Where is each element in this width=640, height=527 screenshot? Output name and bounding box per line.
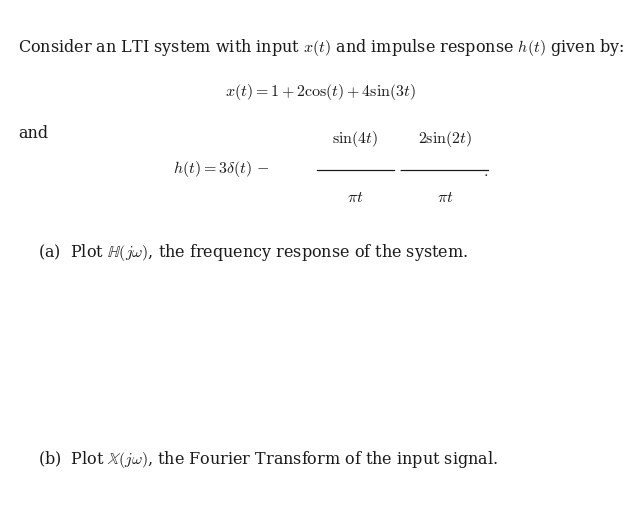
Text: $\pi t$: $\pi t$ xyxy=(436,189,453,206)
Text: $-$: $-$ xyxy=(398,160,411,177)
Text: $\pi t$: $\pi t$ xyxy=(347,189,364,206)
Text: Consider an LTI system with input $x(t)$ and impulse response $h(t)$ given by:: Consider an LTI system with input $x(t)$… xyxy=(18,37,625,58)
Text: (a)  Plot $\mathbb{H}(j\omega)$, the frequency response of the system.: (a) Plot $\mathbb{H}(j\omega)$, the freq… xyxy=(38,242,468,264)
Text: $x(t) = 1 + 2\mathrm{cos}(t) + 4\mathrm{sin}(3t)$: $x(t) = 1 + 2\mathrm{cos}(t) + 4\mathrm{… xyxy=(225,82,415,102)
Text: $h(t) = 3\delta(t)\,-$: $h(t) = 3\delta(t)\,-$ xyxy=(173,159,269,179)
Text: $2\mathrm{sin}(2t)$: $2\mathrm{sin}(2t)$ xyxy=(418,129,472,149)
Text: $\mathrm{sin}(4t)$: $\mathrm{sin}(4t)$ xyxy=(332,129,378,149)
Text: and: and xyxy=(18,125,48,142)
Text: (b)  Plot $\mathbb{X}(j\omega)$, the Fourier Transform of the input signal.: (b) Plot $\mathbb{X}(j\omega)$, the Four… xyxy=(38,449,499,470)
Text: $.$: $.$ xyxy=(483,163,488,180)
